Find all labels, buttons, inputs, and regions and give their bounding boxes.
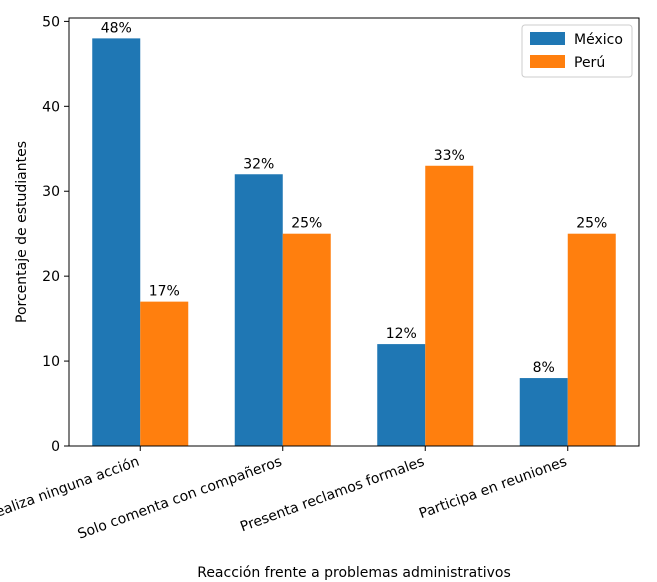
y-tick-label: 40 — [42, 99, 60, 115]
bar-mexico-3 — [519, 378, 568, 446]
bar-value-label: 33% — [434, 148, 465, 164]
bar-value-label: 25% — [291, 216, 322, 232]
y-axis-label: Porcentaje de estudiantes — [14, 141, 30, 323]
bar-value-label: 25% — [576, 216, 607, 232]
bars-layer — [92, 38, 616, 446]
bar-value-label: 32% — [243, 156, 274, 172]
bar-mexico-2 — [377, 344, 426, 446]
bar-labels-layer: 48% 17% 32% 25% 12% 33% 8% 25% — [101, 20, 608, 376]
bar-peru-3 — [567, 233, 616, 446]
bar-peru-1 — [282, 233, 331, 446]
bar-value-label: 8% — [533, 360, 555, 376]
legend-label: Perú — [574, 55, 605, 71]
bar-peru-0 — [140, 301, 189, 446]
legend-label: México — [574, 32, 623, 48]
y-tick-label: 10 — [42, 354, 60, 370]
y-tick-label: 20 — [42, 269, 60, 285]
legend-swatch — [530, 55, 565, 68]
bar-mexico-1 — [234, 174, 283, 446]
y-tick-label: 50 — [42, 14, 60, 30]
legend: México Perú — [521, 24, 633, 78]
x-axis-label: Reacción frente a problemas administrati… — [197, 565, 511, 581]
bar-value-label: 17% — [149, 284, 180, 300]
plot-area-frame — [68, 17, 640, 447]
legend-swatch — [530, 32, 565, 45]
bar-mexico-0 — [92, 38, 141, 446]
bar-peru-2 — [425, 165, 474, 446]
bar-value-label: 12% — [386, 326, 417, 342]
x-tick-label: Participa en reuniones — [417, 454, 569, 522]
bar-value-label: 48% — [101, 20, 132, 36]
y-tick-label: 0 — [51, 439, 60, 455]
y-axis: 0 10 20 30 40 50 — [42, 14, 69, 455]
y-tick-label: 30 — [42, 184, 60, 200]
